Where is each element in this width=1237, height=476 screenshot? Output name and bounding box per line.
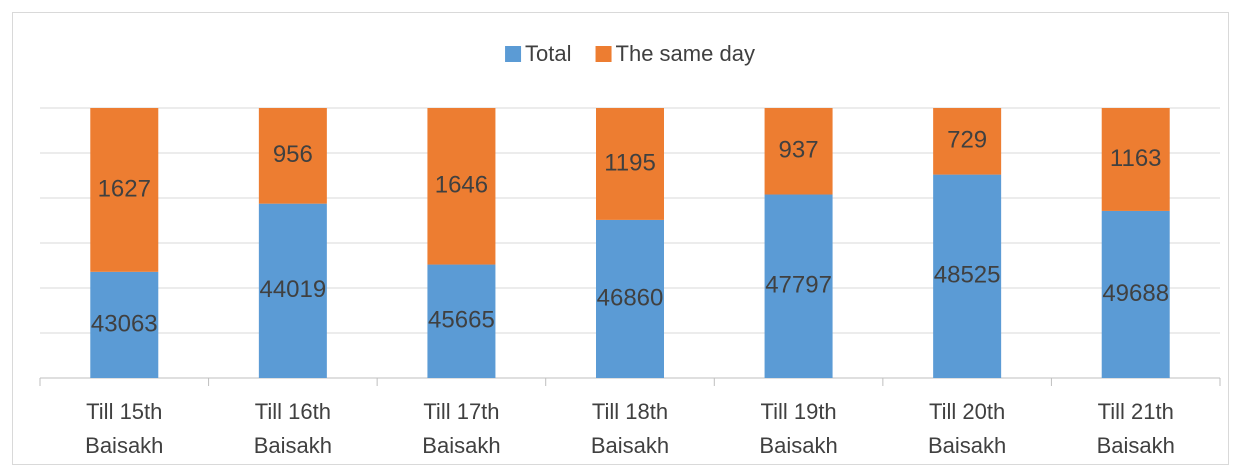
data-label: 48525 [934, 262, 1001, 289]
x-tick-label: Till 17th Baisakh [422, 399, 500, 458]
bar-segment [596, 108, 664, 220]
x-tick-label-line: Baisakh [759, 433, 837, 458]
bar-segment [764, 108, 833, 195]
data-label: 43063 [91, 310, 158, 337]
legend-label: Total [525, 41, 571, 66]
bar-segment [427, 108, 496, 265]
data-label: 1195 [604, 149, 656, 176]
x-tick-label: Till 15th Baisakh [85, 399, 163, 458]
x-tick-label-line: Baisakh [422, 433, 500, 458]
data-label: 937 [779, 137, 819, 164]
bar-segment [258, 203, 327, 378]
bar-segment [933, 108, 1002, 175]
legend-swatch [505, 46, 522, 62]
x-tick-label-line: Baisakh [1097, 433, 1175, 458]
bar-segment [764, 194, 833, 378]
x-tick-label: Till 16th Baisakh [254, 399, 332, 458]
x-tick-label: Till 18th Baisakh [591, 399, 669, 458]
data-label: 45665 [428, 307, 495, 334]
data-label: 1163 [1110, 145, 1162, 172]
x-tick-label-line: Till 20th [929, 399, 1005, 424]
x-tick-label-line: Till 18th [592, 399, 668, 424]
data-label: 49688 [1102, 280, 1169, 307]
x-tick-label: Till 20th Baisakh [928, 399, 1006, 458]
legend: Total The same day [505, 41, 755, 66]
x-tick-label-line: Baisakh [85, 433, 163, 458]
x-tick-label-line: Baisakh [591, 433, 669, 458]
x-tick-label: Till 21th Baisakh [1097, 399, 1175, 458]
x-tick-label-line: Baisakh [928, 433, 1006, 458]
bar-segment [1101, 210, 1170, 378]
data-label: 46860 [597, 284, 664, 311]
data-label: 729 [947, 127, 987, 154]
x-tick-label-line: Till 17th [423, 399, 499, 424]
data-label: 956 [273, 141, 313, 168]
data-label: 44019 [259, 276, 326, 303]
x-tick-label-line: Till 15th [86, 399, 162, 424]
legend-label: The same day [616, 41, 755, 66]
bar-segment [90, 271, 159, 378]
data-label: 1646 [435, 172, 488, 199]
bar-segment [427, 264, 496, 378]
bar-segment [258, 108, 327, 204]
bar-segment [1101, 108, 1170, 211]
data-label: 1627 [98, 175, 151, 202]
x-tick-label-line: Till 16th [255, 399, 331, 424]
bar-segment [596, 219, 664, 378]
x-tick-label: Till 19th Baisakh [759, 399, 837, 458]
x-tick-label-line: Baisakh [254, 433, 332, 458]
legend-swatch [595, 46, 612, 62]
bar-segment [90, 108, 159, 272]
bar-segment [933, 174, 1002, 378]
data-label: 47797 [765, 272, 832, 299]
x-tick-label-line: Till 21th [1098, 399, 1174, 424]
x-tick-label-line: Till 19th [760, 399, 836, 424]
